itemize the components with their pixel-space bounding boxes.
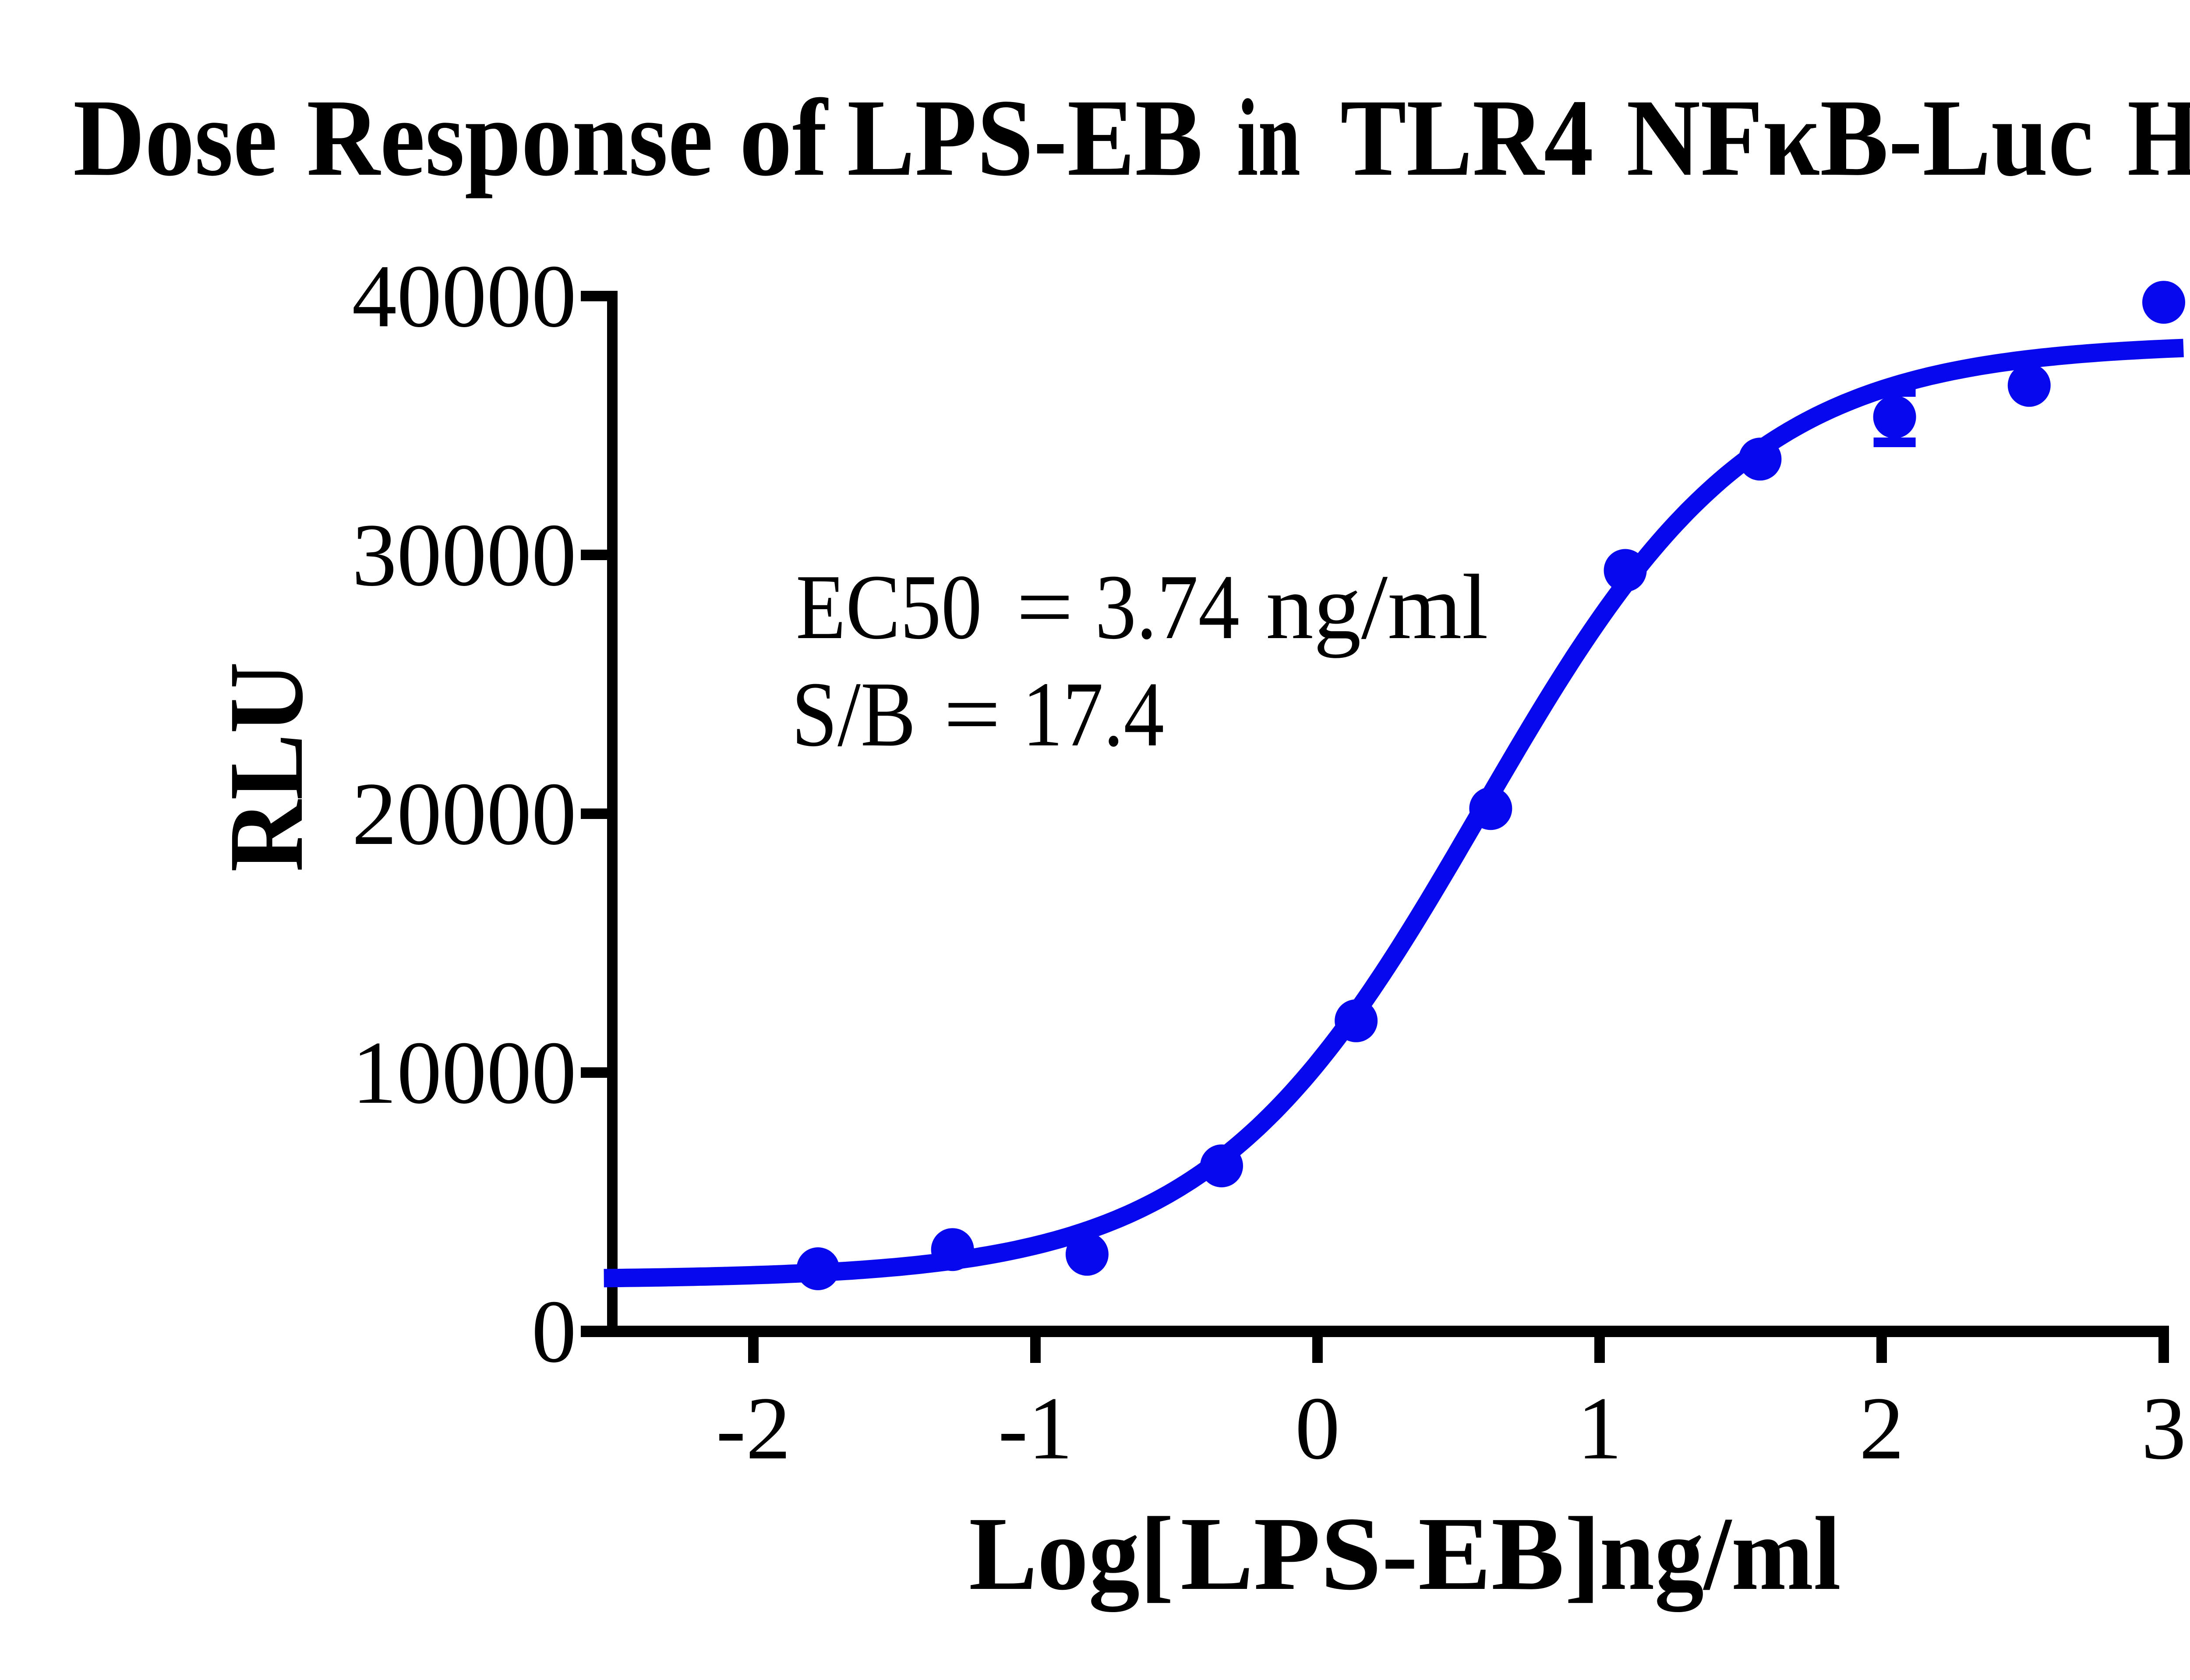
svg-text:40000: 40000 (352, 247, 577, 346)
svg-text:3: 3 (2141, 1379, 2186, 1478)
svg-text:HEK293: HEK293 (2127, 76, 2190, 199)
svg-text:20000: 20000 (352, 764, 577, 864)
svg-text:LPS-EB]: LPS-EB] (1180, 1495, 1601, 1612)
svg-text:ng/ml: ng/ml (1266, 555, 1488, 658)
svg-text:-2: -2 (716, 1379, 791, 1478)
svg-text:2: 2 (1859, 1379, 1904, 1478)
svg-text:0: 0 (532, 1282, 577, 1381)
svg-text:Dose: Dose (73, 76, 277, 199)
svg-text:10000: 10000 (352, 1023, 577, 1122)
svg-text:EC50: EC50 (796, 555, 982, 658)
svg-text:0: 0 (1295, 1379, 1340, 1478)
svg-text:RLU: RLU (207, 662, 325, 872)
svg-text:LPS-EB: LPS-EB (847, 76, 1203, 199)
svg-text:=: = (1016, 555, 1074, 658)
svg-text:17.4: 17.4 (1022, 663, 1164, 766)
svg-text:3.74: 3.74 (1095, 555, 1240, 658)
svg-text:TLR4: TLR4 (1340, 76, 1593, 199)
svg-text:in: in (1237, 76, 1300, 199)
svg-text:30000: 30000 (352, 505, 577, 605)
svg-text:ng/ml: ng/ml (1600, 1495, 1841, 1612)
svg-text:-1: -1 (998, 1379, 1073, 1478)
svg-text:1: 1 (1577, 1379, 1622, 1478)
svg-text:=: = (943, 663, 1001, 766)
svg-text:of: of (739, 76, 829, 199)
svg-text:Response: Response (307, 76, 713, 199)
svg-text:NFκB-Luc: NFκB-Luc (1626, 76, 2094, 199)
svg-text:Log[: Log[ (969, 1495, 1174, 1612)
svg-text:S/B: S/B (791, 663, 916, 766)
